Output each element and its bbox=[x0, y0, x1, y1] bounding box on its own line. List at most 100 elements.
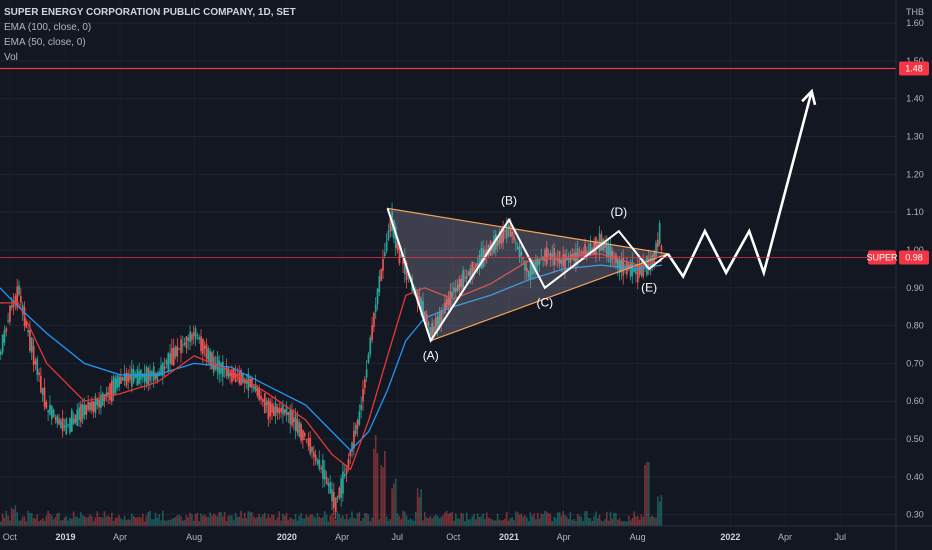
candle-body bbox=[30, 337, 33, 353]
candle-body bbox=[405, 262, 408, 281]
candle-body bbox=[309, 437, 312, 454]
candle-body bbox=[344, 474, 346, 477]
candle-body bbox=[460, 278, 463, 288]
candle-body bbox=[327, 482, 330, 487]
candle-body bbox=[116, 375, 119, 388]
volume-bar bbox=[495, 520, 497, 526]
candle-body bbox=[418, 296, 421, 305]
candle-body bbox=[551, 253, 554, 258]
volume-bar bbox=[61, 520, 64, 526]
candle-body bbox=[220, 362, 222, 374]
x-tick-label: 2019 bbox=[55, 532, 75, 542]
volume-bar bbox=[134, 517, 137, 526]
candle-body bbox=[376, 288, 379, 305]
volume-bar bbox=[329, 515, 331, 526]
candle-body bbox=[475, 263, 477, 268]
candle-body bbox=[333, 491, 335, 508]
candle-body bbox=[587, 250, 590, 253]
volume-bar bbox=[125, 520, 128, 526]
candle-body bbox=[389, 218, 392, 232]
ema100-legend[interactable]: EMA (100, close, 0) bbox=[4, 22, 92, 33]
volume-bar bbox=[147, 512, 149, 526]
candle-body bbox=[282, 405, 284, 415]
volume-bar bbox=[462, 513, 464, 526]
volume-bar bbox=[624, 521, 626, 526]
volume-bar bbox=[253, 516, 255, 526]
volume-bar bbox=[524, 515, 526, 526]
candle-body bbox=[529, 259, 532, 280]
volume-bar bbox=[637, 516, 639, 526]
candle-body bbox=[451, 292, 453, 298]
candle-body bbox=[111, 380, 113, 402]
volume-bar bbox=[203, 514, 206, 526]
candle-body bbox=[331, 489, 333, 502]
volume-bar bbox=[402, 510, 404, 526]
candle-body bbox=[165, 360, 168, 365]
volume-bar bbox=[333, 516, 335, 526]
volume-bar bbox=[505, 511, 508, 526]
volume-bar bbox=[367, 514, 370, 526]
candle-body bbox=[271, 403, 273, 413]
volume-bar bbox=[451, 512, 453, 526]
candle-body bbox=[449, 291, 452, 308]
volume-bar bbox=[80, 512, 82, 526]
volume-bar bbox=[263, 512, 266, 526]
volume-bar bbox=[651, 515, 654, 526]
candle-body bbox=[591, 248, 594, 251]
volume-legend[interactable]: Vol bbox=[4, 52, 18, 63]
volume-bar bbox=[609, 511, 612, 526]
volume-bar bbox=[296, 520, 299, 526]
candle-body bbox=[491, 244, 494, 251]
volume-bar bbox=[231, 515, 233, 526]
volume-bar bbox=[504, 518, 506, 526]
candle-body bbox=[536, 258, 539, 266]
volume-bar bbox=[120, 518, 122, 526]
candle-body bbox=[303, 433, 306, 437]
ema50-legend[interactable]: EMA (50, close, 0) bbox=[4, 37, 86, 48]
candle-body bbox=[40, 375, 42, 393]
volume-bar bbox=[192, 521, 195, 526]
volume-bar bbox=[498, 519, 501, 526]
volume-bar bbox=[584, 511, 586, 526]
candle-body bbox=[71, 410, 73, 432]
wave-label: (C) bbox=[536, 296, 553, 310]
candle-body bbox=[547, 254, 550, 256]
symbol-title[interactable]: SUPER ENERGY CORPORATION PUBLIC COMPANY,… bbox=[4, 7, 296, 18]
volume-bar bbox=[416, 487, 419, 526]
volume-bar bbox=[555, 518, 557, 526]
volume-bar bbox=[172, 517, 175, 526]
volume-bar bbox=[29, 513, 31, 526]
volume-bar bbox=[427, 518, 430, 526]
volume-bar bbox=[256, 516, 259, 526]
volume-bar bbox=[222, 516, 224, 526]
volume-bar bbox=[69, 517, 71, 526]
volume-bar bbox=[109, 517, 111, 526]
volume-bar bbox=[551, 521, 553, 526]
candle-body bbox=[69, 418, 71, 433]
volume-bar bbox=[431, 518, 433, 526]
candle-body bbox=[660, 245, 663, 250]
volume-bar bbox=[12, 509, 15, 526]
volume-bar bbox=[644, 465, 646, 526]
volume-bar bbox=[411, 519, 413, 526]
candle-body bbox=[151, 371, 153, 377]
candle-body bbox=[602, 239, 605, 251]
volume-bar bbox=[422, 520, 424, 526]
volume-bar bbox=[98, 516, 100, 526]
candle-body bbox=[76, 409, 79, 426]
candle-body bbox=[63, 425, 66, 428]
volume-bar bbox=[20, 520, 22, 526]
candle-body bbox=[0, 351, 2, 355]
candle-body bbox=[180, 339, 182, 354]
volume-bar bbox=[598, 514, 601, 526]
x-tick-label: Oct bbox=[446, 532, 461, 542]
candle-body bbox=[394, 226, 397, 248]
volume-bar bbox=[156, 517, 159, 526]
candle-body bbox=[611, 250, 614, 259]
volume-bar bbox=[513, 520, 515, 526]
candle-body bbox=[51, 406, 53, 420]
candle-body bbox=[322, 459, 324, 480]
candle-body bbox=[473, 267, 475, 272]
